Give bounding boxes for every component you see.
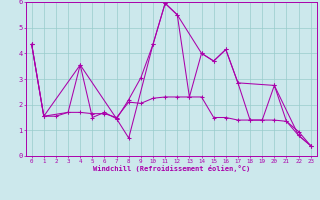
X-axis label: Windchill (Refroidissement éolien,°C): Windchill (Refroidissement éolien,°C) xyxy=(92,165,250,172)
